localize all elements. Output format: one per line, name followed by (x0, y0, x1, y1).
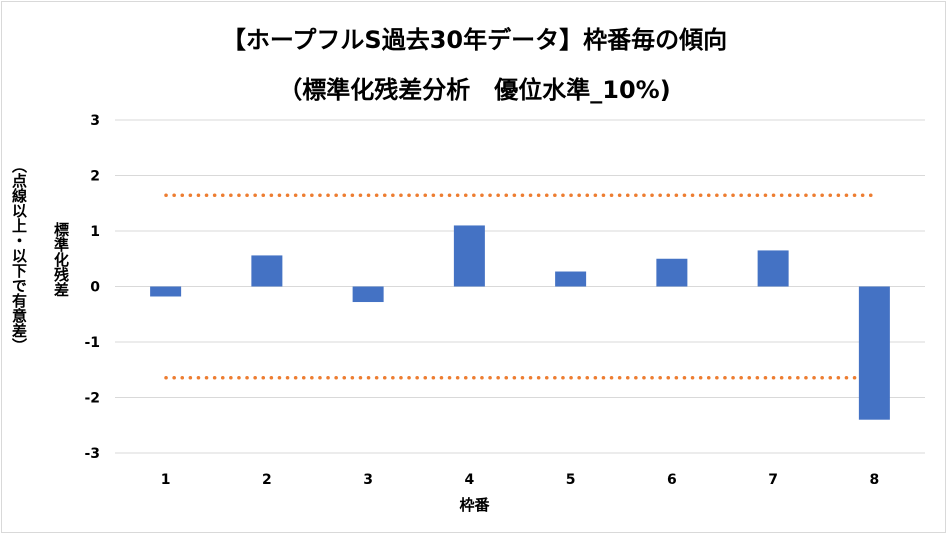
x-tick-label: 8 (870, 472, 880, 488)
y-tick-label: 0 (90, 280, 100, 296)
x-tick-label: 6 (667, 472, 677, 488)
bar (453, 225, 485, 287)
x-tick-label: 3 (363, 472, 373, 488)
y-tick-label: -1 (84, 335, 100, 351)
y-axis-label: 標準化残差 (52, 222, 70, 297)
bar (352, 286, 384, 303)
y-tick-label: 1 (90, 224, 100, 240)
bar (251, 255, 283, 287)
chart-subtitle: （標準化残差分析 優位水準_10%) (278, 76, 671, 104)
y-tick-label: 2 (90, 169, 100, 185)
x-axis-label: 枠番 (459, 496, 490, 514)
y-tick-label: -3 (84, 446, 100, 462)
bar (757, 250, 789, 287)
y-tick-label: 3 (90, 113, 100, 129)
y-axis-label-note: （点線以上・以下で有意差） (10, 158, 28, 353)
chart-title: 【ホープフルS過去30年データ】枠番毎の傾向 (221, 26, 728, 54)
x-tick-label: 1 (161, 472, 171, 488)
x-tick-label: 5 (566, 472, 576, 488)
bar (858, 286, 890, 420)
gridlines (115, 119, 925, 454)
bar (656, 258, 688, 287)
bar (150, 286, 182, 297)
x-tick-labels: 1 2 3 4 5 6 7 8 (161, 472, 880, 488)
x-tick-label: 4 (465, 472, 475, 488)
x-tick-label: 2 (262, 472, 272, 488)
bars (150, 225, 890, 420)
bar (555, 271, 587, 287)
x-tick-label: 7 (768, 472, 778, 488)
y-tick-labels: 3 2 1 0 -1 -2 -3 (84, 113, 100, 462)
y-tick-label: -2 (84, 391, 100, 407)
